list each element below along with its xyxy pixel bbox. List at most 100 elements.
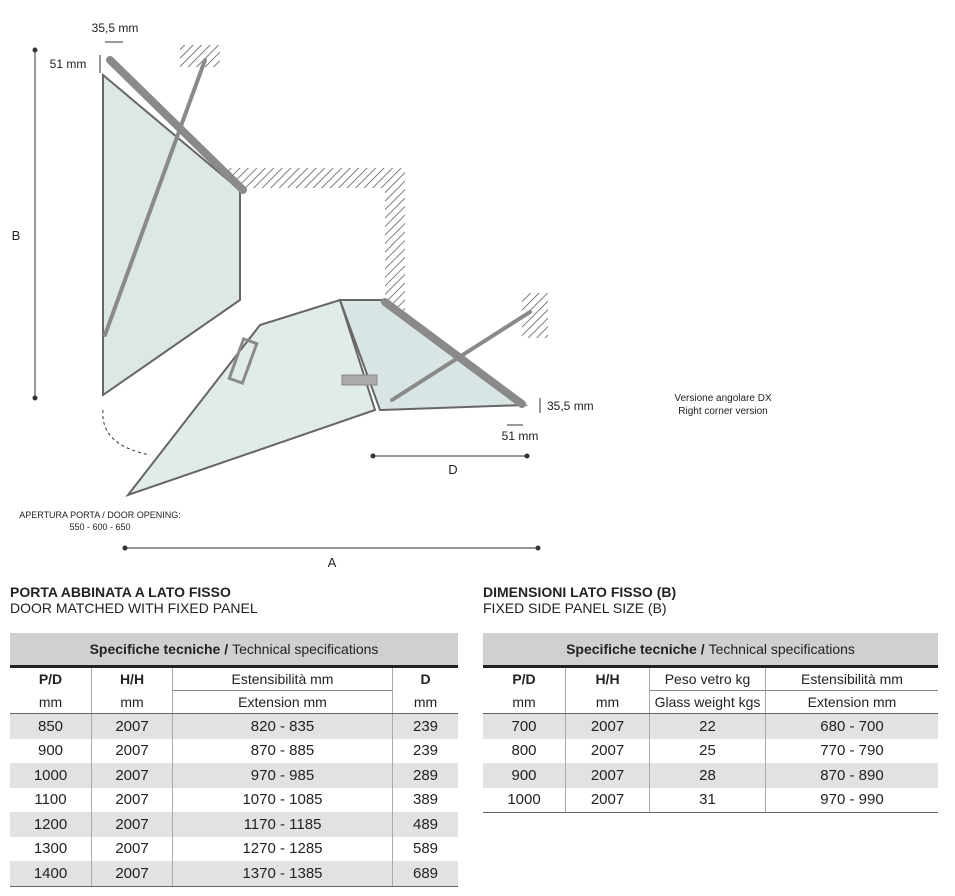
drawing: 35,5 mm 51 mm B 35,5 mm 51 mm D A APERTU… — [12, 21, 772, 570]
table-row: 700 2007 22 680 - 700 — [483, 714, 938, 739]
table-cell: 2007 — [566, 738, 650, 763]
header-cell: Extension mm — [173, 690, 393, 713]
table-cell: 1070 - 1085 — [173, 787, 393, 812]
table-title: PORTA ABBINATA A LATO FISSO — [10, 584, 231, 600]
table-body: 700 2007 22 680 - 700 800 2007 25 770 - 790 900 2… — [483, 714, 938, 813]
table-row: 1400 2007 1370 - 1385 689 — [10, 861, 458, 887]
opening-values: 550 - 600 - 650 — [69, 522, 130, 532]
table-cell: 1000 — [10, 763, 92, 788]
caption-text: Technical specifications — [232, 641, 379, 657]
header-cell: mm — [566, 690, 650, 713]
table-cell: 289 — [412, 766, 439, 784]
table-cell: 2007 — [92, 763, 173, 788]
table-cell: 1300 — [10, 836, 92, 861]
header-row: P/D H/H Estensibilità mm D — [10, 668, 458, 691]
dim-label: 35,5 mm — [92, 21, 139, 35]
header-cell: D — [420, 671, 431, 688]
table-heading: DIMENSIONI LATO FISSO (B) FIXED SIDE PANE… — [483, 584, 676, 616]
table-cell: 2007 — [92, 836, 173, 861]
header-cell: Extension mm — [807, 693, 897, 710]
spec-table: Specifiche tecniche / Technical specifica… — [10, 633, 458, 887]
table-row: 1100 2007 1070 - 1085 389 — [10, 787, 458, 812]
table-cell: 870 - 885 — [173, 738, 393, 763]
dim-label: 51 mm — [502, 429, 539, 443]
header-cell: H/H — [92, 668, 173, 691]
table-cell: 25 — [650, 738, 766, 763]
table-cell: 1000 — [483, 787, 566, 812]
caption-bold: Specifiche tecniche / — [566, 641, 705, 657]
table-cell: 2007 — [566, 787, 650, 812]
table-cell: 870 - 890 — [820, 766, 884, 784]
table-cell: 2007 — [92, 861, 173, 886]
header-cell: mm — [92, 690, 173, 713]
table-cell: 1270 - 1285 — [173, 836, 393, 861]
table-cell: 589 — [412, 840, 439, 858]
table-cell: 2007 — [566, 714, 650, 739]
header-cell: mm — [483, 690, 566, 713]
header-row: mm mm Extension mm mm — [10, 690, 458, 714]
table-row: 800 2007 25 770 - 790 — [483, 738, 938, 763]
table-cell: 800 — [483, 738, 566, 763]
table-cell: 970 - 985 — [173, 763, 393, 788]
table-cell: 2007 — [92, 714, 173, 739]
table-cell: 22 — [650, 714, 766, 739]
table-cell: 31 — [650, 787, 766, 812]
version-label: Versione angolare DX — [674, 393, 772, 404]
table-row: 900 2007 28 870 - 890 — [483, 763, 938, 788]
dimensions — [32, 41, 541, 551]
table-cell: 1370 - 1385 — [173, 861, 393, 886]
table-cell: 239 — [412, 717, 439, 735]
table-heading: PORTA ABBINATA A LATO FISSO DOOR MATCHED … — [10, 584, 258, 616]
table-row: 1300 2007 1270 - 1285 589 — [10, 836, 458, 861]
table-cell: 28 — [650, 763, 766, 788]
table-cell: 970 - 990 — [820, 791, 884, 809]
header-row: P/D H/H Peso vetro kg Estensibilità mm — [483, 668, 938, 691]
table-cell: 2007 — [92, 812, 173, 837]
table-cell: 680 - 700 — [820, 717, 884, 735]
header-cell: P/D — [10, 668, 92, 691]
table-cell: 700 — [483, 714, 566, 739]
table-cell: 1100 — [10, 787, 92, 812]
table-caption: Specifiche tecniche / Technical specifica… — [10, 633, 458, 668]
table-cell: 770 - 790 — [820, 742, 884, 760]
dim-label: 51 mm — [50, 57, 87, 71]
table-cell: 2007 — [92, 738, 173, 763]
glass — [102, 72, 528, 498]
table-cell: 239 — [412, 742, 439, 760]
table-subtitle: DOOR MATCHED WITH FIXED PANEL — [10, 600, 258, 616]
table-row: 900 2007 870 - 885 239 — [10, 738, 458, 763]
header-cell: H/H — [566, 668, 650, 691]
table-cell: 1170 - 1185 — [173, 812, 393, 837]
table-row: 1000 2007 31 970 - 990 — [483, 787, 938, 813]
table-cell: 489 — [412, 815, 439, 833]
caption-text: Technical specifications — [708, 641, 855, 657]
spec-table: Specifiche tecniche / Technical specifica… — [483, 633, 938, 813]
dim-label: 35,5 mm — [547, 399, 594, 413]
header-cell: mm — [413, 693, 438, 710]
header-cell: mm — [10, 690, 92, 713]
table-caption: Specifiche tecniche / Technical specifica… — [483, 633, 938, 668]
table-body: 850 2007 820 - 835 239 900 2007 870 - 885 239 10… — [10, 714, 458, 887]
header-cell: Peso vetro kg — [650, 668, 766, 691]
table-cell: 2007 — [566, 763, 650, 788]
table-cell: 820 - 835 — [173, 714, 393, 739]
table-cell: 1400 — [10, 861, 92, 886]
table-row: 1000 2007 970 - 985 289 — [10, 763, 458, 788]
table-cell: 900 — [10, 738, 92, 763]
table-cell: 389 — [412, 791, 439, 809]
table-row: 1200 2007 1170 - 1185 489 — [10, 812, 458, 837]
version-label: Right corner version — [678, 406, 767, 417]
dim-label: D — [448, 462, 457, 477]
table-cell: 2007 — [92, 787, 173, 812]
rails — [103, 56, 532, 408]
opening-title: APERTURA PORTA / DOOR OPENING: — [19, 510, 181, 520]
header-cell: Estensibilità mm — [766, 668, 938, 691]
header-cell: P/D — [483, 668, 566, 691]
caption-bold: Specifiche tecniche / — [89, 641, 229, 657]
dim-label: B — [12, 228, 21, 243]
table-title: DIMENSIONI LATO FISSO (B) — [483, 584, 677, 600]
header-row: mm mm Glass weight kgs Extension mm — [483, 690, 938, 714]
dim-label: A — [328, 555, 337, 570]
table-cell: 850 — [10, 714, 92, 739]
